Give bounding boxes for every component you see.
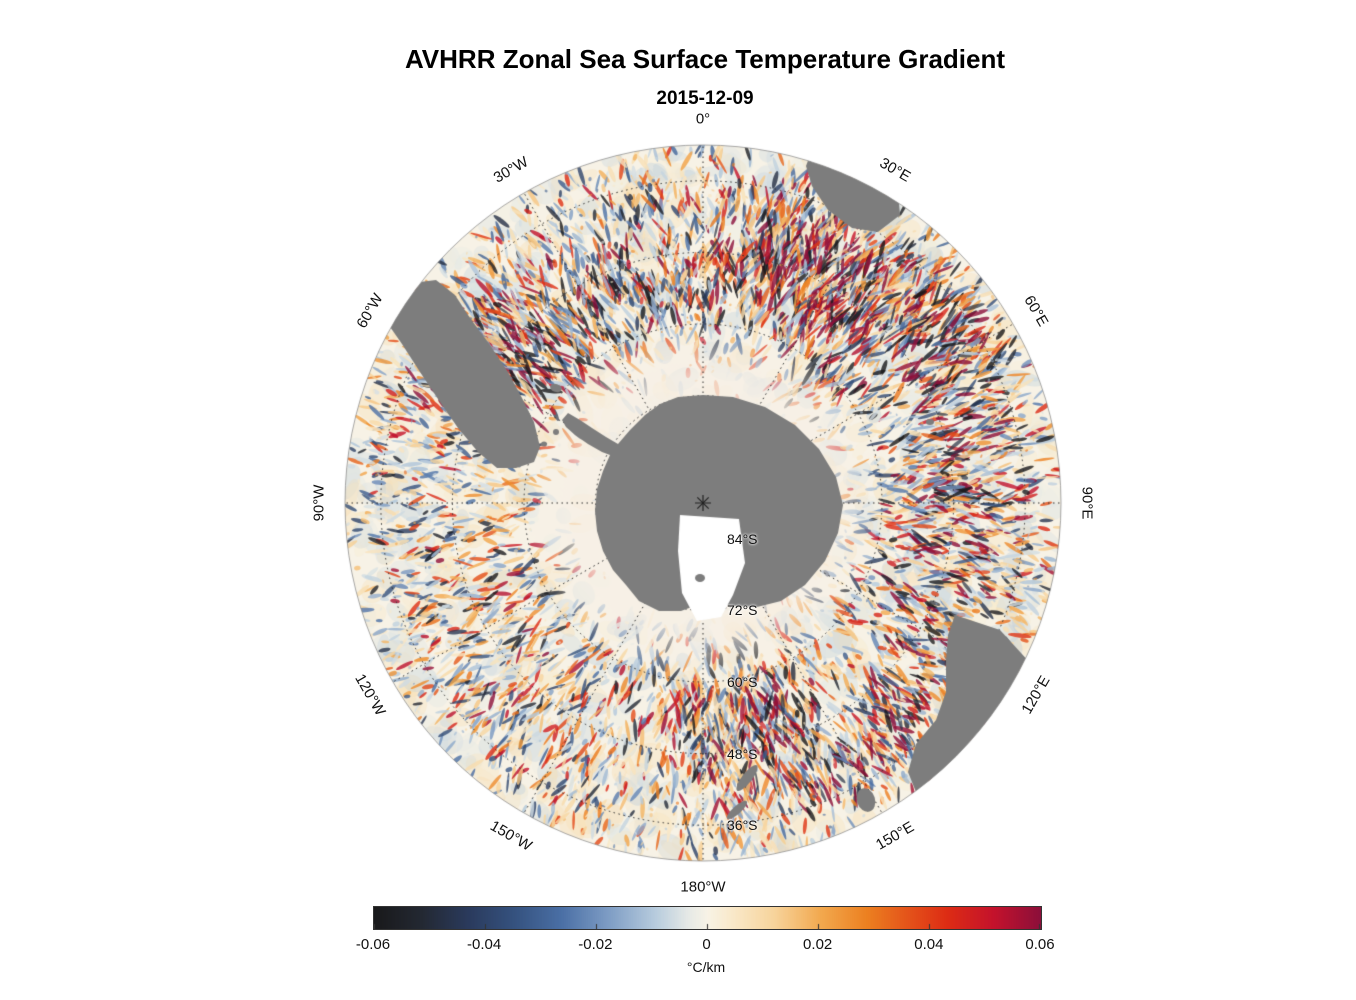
- colorbar-tick-0.06: 0.06: [1025, 936, 1055, 953]
- colorbar-tick-0.04: 0.04: [914, 936, 944, 953]
- colorbar-tick-0: 0: [702, 936, 711, 953]
- colorbar-tick-0.02: 0.02: [803, 936, 833, 953]
- colorbar-tick--0.06: -0.06: [355, 936, 391, 953]
- colorbar-gradient: [374, 907, 1041, 929]
- colorbar-tick--0.02: -0.02: [578, 936, 613, 953]
- colorbar-unit-label: °C/km: [686, 959, 726, 975]
- colorbar-tick--0.04: -0.04: [467, 936, 502, 953]
- colorbar: [373, 906, 1042, 930]
